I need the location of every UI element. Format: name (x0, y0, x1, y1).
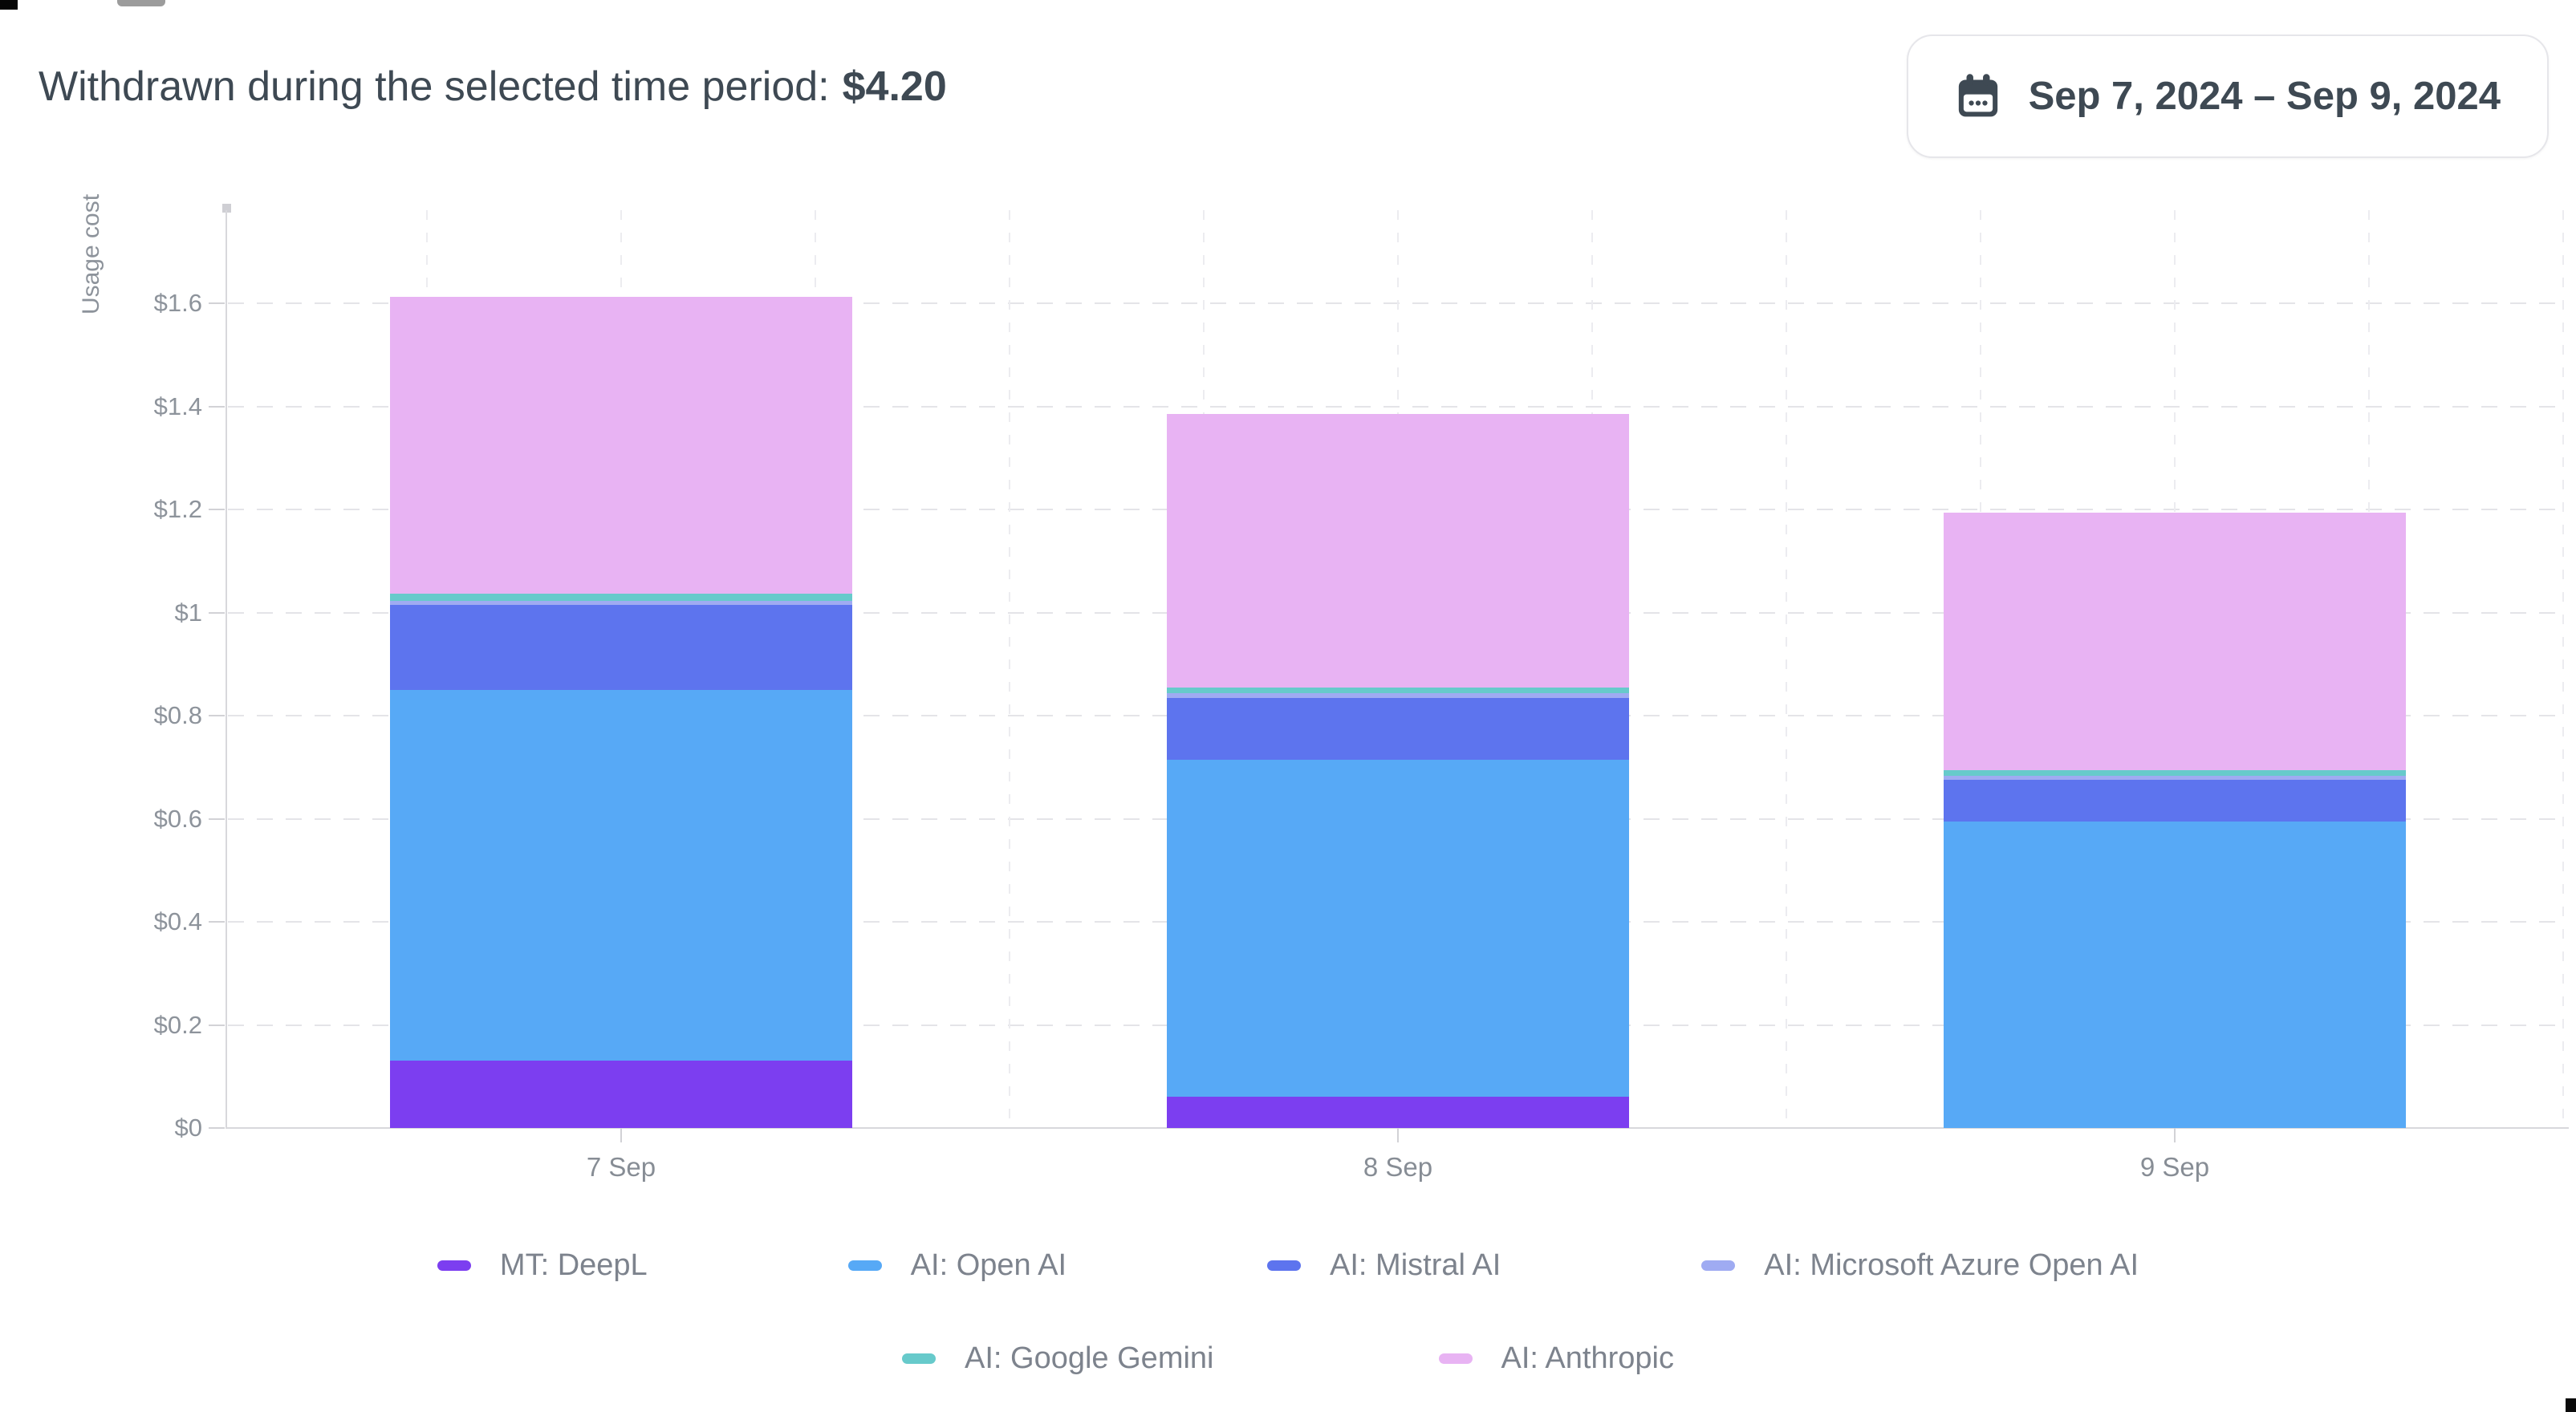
bar-segment-ai-open-ai[interactable] (1944, 821, 2406, 1128)
bar-segment-ai-google-gemini[interactable] (390, 593, 852, 601)
x-grid-line (1786, 210, 1787, 1128)
withdrawn-summary-amount: $4.20 (842, 63, 947, 110)
legend-swatch-mt-deepl (437, 1260, 471, 1271)
y-tick-label: $0 (174, 1114, 202, 1142)
x-axis-tick (1397, 1128, 1399, 1142)
bar-segment-ai-google-gemini[interactable] (1167, 688, 1629, 694)
x-tick-label-7-sep: 7 Sep (586, 1152, 656, 1182)
y-axis-line (226, 210, 227, 1129)
x-axis-tick (2174, 1128, 2176, 1142)
y-axis-tick (209, 818, 225, 820)
legend-swatch-ai-mistral-ai (1267, 1260, 1302, 1271)
y-axis-tick (209, 302, 225, 304)
legend-label: AI: Anthropic (1501, 1341, 1674, 1375)
bar-segment-ai-google-gemini[interactable] (1944, 770, 2406, 777)
y-axis-tick (209, 921, 225, 923)
bar-segment-ai-mistral-ai[interactable] (390, 604, 852, 690)
y-grid-line (228, 302, 2563, 304)
x-grid-line (1009, 210, 1010, 1128)
chart-legend: MT: DeepL AI: Open AI AI: Mistral AI AI: Mi… (0, 1245, 2576, 1378)
y-axis-tick (209, 1127, 225, 1129)
bar-segment-ai-mistral-ai[interactable] (1167, 697, 1629, 760)
calendar-icon (1955, 73, 2001, 120)
y-tick-label: $1.6 (153, 289, 202, 317)
y-tick-label: $0.6 (153, 804, 202, 833)
legend-item-mt-deepl[interactable]: MT: DeepL (437, 1248, 648, 1283)
bar-7-sep (390, 297, 852, 1128)
legend-swatch-ai-microsoft-azure-open-ai (1701, 1260, 1736, 1271)
bar-segment-mt-deepl[interactable] (390, 1061, 852, 1128)
y-tick-label: $0.8 (153, 701, 202, 729)
legend-label: MT: DeepL (499, 1248, 648, 1282)
legend-item-ai-anthropic[interactable]: AI: Anthropic (1438, 1341, 1674, 1376)
legend-item-ai-mistral-ai[interactable]: AI: Mistral AI (1267, 1248, 1501, 1283)
legend-swatch-ai-anthropic (1438, 1353, 1473, 1364)
bar-segment-ai-anthropic[interactable] (1167, 413, 1629, 688)
bar-segment-mt-deepl[interactable] (1167, 1097, 1629, 1128)
y-axis-tick (209, 715, 225, 716)
x-tick-label-9-sep: 9 Sep (2139, 1152, 2210, 1182)
x-grid-line (2562, 210, 2564, 1128)
date-range-button[interactable]: Sep 7, 2024 – Sep 9, 2024 (1906, 34, 2549, 158)
y-tick-label: $0.2 (153, 1010, 202, 1039)
legend-item-ai-microsoft-azure-open-ai[interactable]: AI: Microsoft Azure Open AI (1701, 1248, 2139, 1283)
legend-label: AI: Microsoft Azure Open AI (1764, 1248, 2139, 1282)
crop-artifact-bottom-right (2566, 1398, 2576, 1412)
x-tick-label-8-sep: 8 Sep (1363, 1152, 1433, 1182)
legend-label: AI: Open AI (910, 1248, 1067, 1282)
legend-item-ai-open-ai[interactable]: AI: Open AI (847, 1248, 1067, 1283)
bar-segment-ai-open-ai[interactable] (390, 689, 852, 1061)
crop-artifact-top-left (0, 0, 18, 10)
bar-segment-ai-mistral-ai[interactable] (1944, 780, 2406, 822)
legend-row: MT: DeepL AI: Open AI AI: Mistral AI AI: Mi… (0, 1245, 2576, 1285)
bar-8-sep (1167, 413, 1629, 1128)
withdrawn-summary: Withdrawn during the selected time perio… (39, 63, 947, 111)
legend-label: AI: Google Gemini (965, 1341, 1214, 1375)
y-axis-tick (209, 405, 225, 408)
bar-segment-ai-open-ai[interactable] (1167, 759, 1629, 1098)
bar-segment-ai-microsoft-azure-open-ai[interactable] (1944, 776, 2406, 781)
legend-swatch-ai-google-gemini (902, 1353, 937, 1364)
bar-segment-ai-anthropic[interactable] (1944, 512, 2406, 771)
bar-segment-ai-microsoft-azure-open-ai[interactable] (390, 600, 852, 605)
bar-9-sep (1944, 512, 2406, 1128)
bar-segment-ai-anthropic[interactable] (390, 297, 852, 594)
y-tick-label: $1 (174, 598, 202, 627)
date-range-label: Sep 7, 2024 – Sep 9, 2024 (2028, 75, 2501, 118)
x-axis-tick (620, 1128, 622, 1142)
y-axis-title: Usage cost (78, 193, 104, 315)
legend-label: AI: Mistral AI (1330, 1248, 1501, 1282)
withdrawn-summary-label: Withdrawn during the selected time perio… (39, 63, 830, 110)
legend-row: AI: Google Gemini AI: Anthropic (0, 1338, 2576, 1378)
y-axis-tick (209, 509, 225, 510)
bar-segment-ai-microsoft-azure-open-ai[interactable] (1167, 693, 1629, 698)
y-tick-label: $0.4 (153, 907, 202, 935)
y-axis-cap (222, 204, 231, 213)
crop-artifact-top-smudge (117, 0, 165, 6)
legend-item-ai-google-gemini[interactable]: AI: Google Gemini (902, 1341, 1214, 1376)
legend-swatch-ai-open-ai (847, 1260, 882, 1271)
y-axis-tick (209, 611, 225, 614)
y-axis-tick (209, 1024, 225, 1026)
y-tick-label: $1.2 (153, 495, 202, 523)
y-grid-line (228, 405, 2563, 408)
y-tick-label: $1.4 (153, 392, 202, 420)
